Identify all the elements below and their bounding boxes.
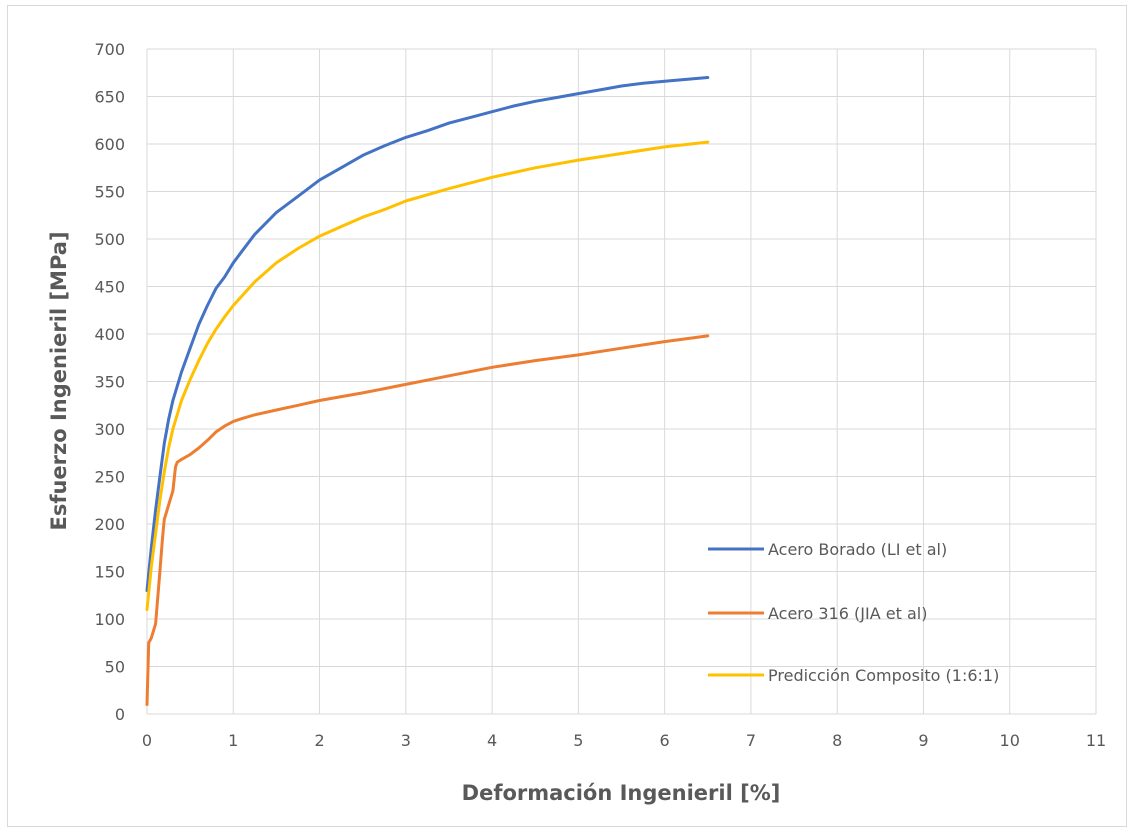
legend-label-1: Acero Borado (LI et al) — [768, 540, 947, 559]
x-tick-label: 6 — [660, 731, 670, 750]
y-tick-label: 550 — [94, 183, 125, 202]
y-tick-label: 400 — [94, 325, 125, 344]
series-line-2 — [145, 334, 710, 706]
y-axis-title: Esfuerzo Ingenieril [MPa] — [47, 231, 71, 530]
x-axis-title: Deformación Ingenieril [%] — [462, 781, 781, 805]
y-tick-label: 0 — [115, 705, 125, 724]
series-lines — [145, 76, 710, 706]
x-tick-label: 10 — [1000, 731, 1020, 750]
y-tick-label: 350 — [94, 373, 125, 392]
y-tick-label: 450 — [94, 278, 125, 297]
x-tick-label: 1 — [228, 731, 238, 750]
y-tick-label: 700 — [94, 40, 125, 59]
x-tick-label: 5 — [573, 731, 583, 750]
x-tick-label: 3 — [401, 731, 411, 750]
y-tick-label: 500 — [94, 230, 125, 249]
x-tick-label: 7 — [746, 731, 756, 750]
y-tick-labels: 0 50 100 150 200 250 300 350 400 450 500 550 600 650 7… — [94, 40, 125, 724]
y-tick-label: 650 — [94, 88, 125, 107]
x-tick-label: 2 — [314, 731, 324, 750]
x-tick-label: 8 — [832, 731, 842, 750]
chart-frame — [7, 5, 1127, 827]
y-tick-label: 250 — [94, 468, 125, 487]
y-tick-label: 150 — [94, 563, 125, 582]
legend: Acero Borado (LI et al) Acero 316 (JIA et… — [708, 540, 999, 685]
series-line-3 — [145, 140, 710, 611]
legend-label-3: Predicción Composito (1:6:1) — [768, 666, 999, 685]
series-line-1 — [145, 76, 710, 592]
x-tick-label: 9 — [918, 731, 928, 750]
y-tick-label: 600 — [94, 135, 125, 154]
y-tick-label: 300 — [94, 420, 125, 439]
y-tick-label: 50 — [105, 658, 125, 677]
y-tick-label: 100 — [94, 610, 125, 629]
x-tick-label: 0 — [142, 731, 152, 750]
grid-lines — [146, 48, 1097, 715]
x-tick-label: 4 — [487, 731, 497, 750]
x-tick-label: 11 — [1086, 731, 1106, 750]
x-tick-labels: 0 1 2 3 4 5 6 7 8 9 10 11 — [142, 731, 1106, 750]
legend-label-2: Acero 316 (JIA et al) — [768, 604, 927, 623]
y-tick-label: 200 — [94, 515, 125, 534]
